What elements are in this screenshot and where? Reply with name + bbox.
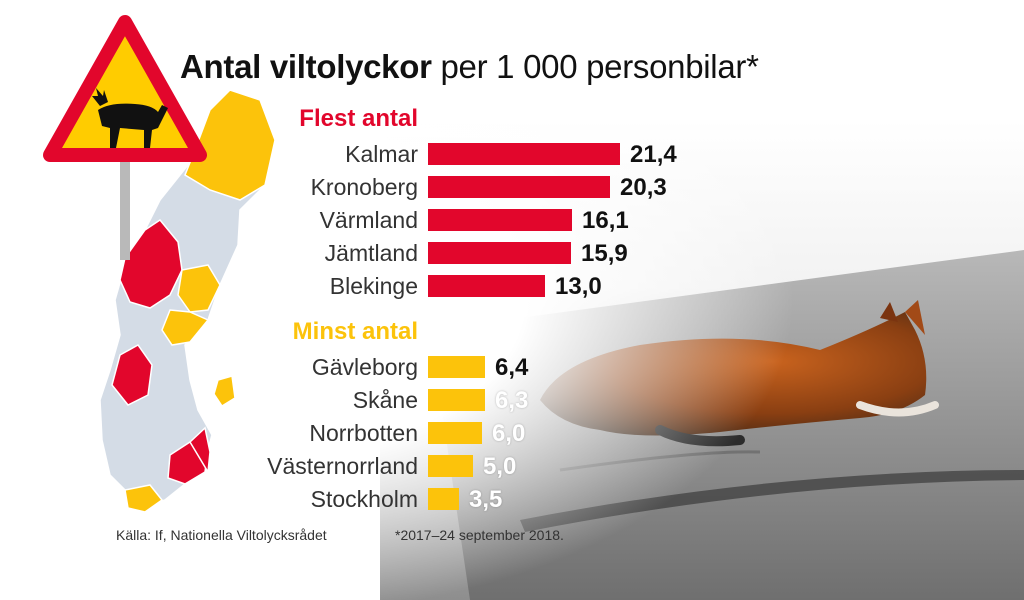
bar	[428, 389, 485, 411]
value-label: 15,9	[581, 240, 628, 267]
value-label: 13,0	[555, 273, 602, 300]
value-label: 16,1	[582, 207, 629, 234]
section-label-minst: Minst antal	[292, 318, 418, 345]
category-label: Kronoberg	[310, 174, 418, 200]
title-bold: Antal viltolyckor	[180, 48, 432, 85]
footnote: *2017–24 september 2018.	[395, 527, 564, 543]
category-label: Värmland	[319, 207, 418, 233]
category-label: Jämtland	[324, 240, 418, 266]
sweden-map	[99, 89, 276, 513]
category-label: Norrbotten	[309, 420, 418, 446]
value-label: 20,3	[620, 174, 667, 201]
category-label: Skåne	[352, 387, 418, 413]
bar	[428, 356, 485, 378]
value-label: 5,0	[483, 453, 517, 480]
value-label: 6,0	[492, 420, 526, 447]
bar	[428, 488, 459, 510]
section-label-flest: Flest antal	[299, 105, 418, 132]
category-label: Stockholm	[310, 486, 418, 512]
bar	[428, 422, 482, 444]
chart-title: Antal viltolyckor per 1 000 personbilar*	[180, 48, 759, 86]
category-label: Blekinge	[329, 273, 418, 299]
bar	[428, 275, 545, 297]
title-rest: per 1 000 personbilar*	[431, 48, 759, 85]
value-label: 21,4	[630, 141, 677, 168]
bar	[428, 176, 610, 198]
category-label: Gävleborg	[311, 354, 418, 380]
value-label: 3,5	[469, 486, 503, 513]
category-label: Västernorrland	[267, 453, 418, 479]
moose-warning-sign-icon	[43, 15, 207, 260]
value-label: 6,3	[495, 387, 529, 414]
source-note: Källa: If, Nationella Viltolycksrådet	[116, 527, 327, 543]
bar	[428, 242, 571, 264]
value-label: 6,4	[495, 354, 529, 381]
bar	[428, 455, 473, 477]
category-label: Kalmar	[345, 141, 418, 167]
bar	[428, 143, 620, 165]
bar	[428, 209, 572, 231]
